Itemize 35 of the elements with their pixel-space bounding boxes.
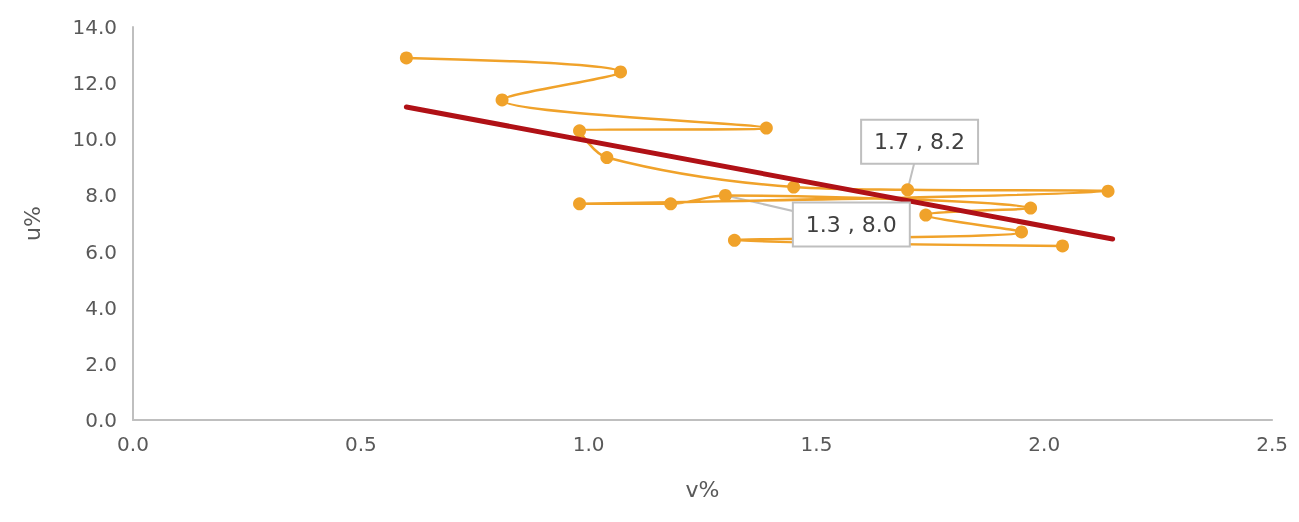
point	[495, 93, 509, 107]
point	[727, 233, 741, 247]
point	[1056, 239, 1069, 253]
x-tick-label: 1.0	[572, 432, 605, 456]
y-tick-label: 8.0	[85, 183, 117, 208]
point	[399, 51, 413, 65]
point	[718, 188, 732, 202]
point	[614, 65, 628, 79]
y-tick-label: 10.0	[72, 127, 117, 152]
point	[1015, 225, 1028, 239]
y-tick-label: 12.0	[72, 71, 117, 96]
y-axis-title: u%	[19, 206, 45, 241]
x-tick-label: 1.5	[800, 432, 833, 456]
x-tick-label: 2.0	[1028, 432, 1061, 456]
point	[664, 197, 678, 211]
annotation: 1.7 , 8.2	[874, 129, 966, 155]
point	[787, 180, 801, 194]
y-tick-label: 4.0	[85, 295, 117, 320]
y-tick-label: 0.0	[85, 408, 117, 432]
annotation: 1.3 , 8.0	[805, 211, 897, 237]
x-tick-label: 0.5	[344, 432, 377, 456]
y-tick-label: 14.0	[72, 15, 117, 39]
point	[759, 121, 773, 135]
y-tick-label: 6.0	[85, 239, 117, 264]
point	[919, 208, 933, 222]
x-axis-title: v%	[685, 476, 720, 502]
point	[901, 183, 915, 197]
point	[600, 151, 614, 165]
x-tick-label: 0.0	[117, 432, 149, 456]
point	[573, 124, 587, 138]
point	[1024, 201, 1038, 215]
x-tick-label: 2.5	[1256, 432, 1288, 456]
point	[1101, 184, 1115, 198]
y-tick-label: 2.0	[85, 351, 117, 376]
point	[573, 197, 587, 211]
